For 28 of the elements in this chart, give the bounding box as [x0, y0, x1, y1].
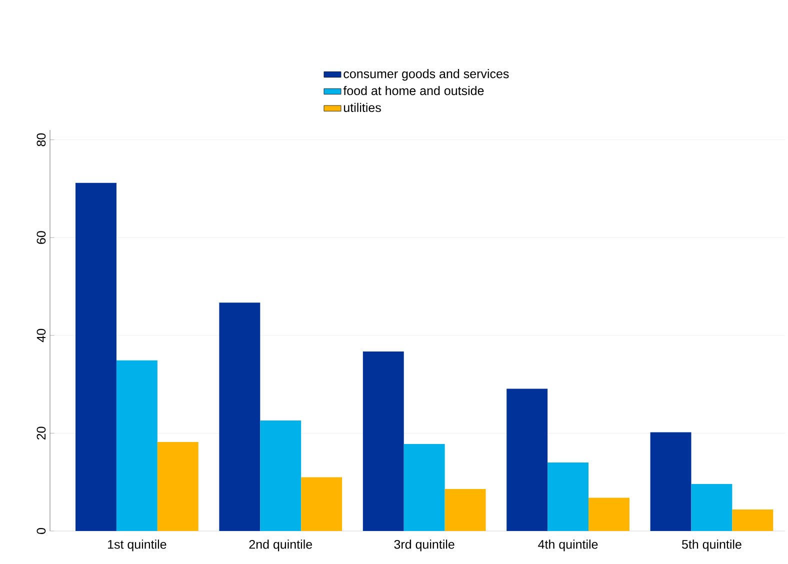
legend-label: utilities [344, 102, 381, 112]
bar [732, 509, 774, 531]
bar [691, 484, 732, 531]
x-tick-label: 1st quintile [108, 540, 166, 552]
y-tick-label: 40 [36, 328, 46, 342]
bar [76, 182, 116, 531]
bar [362, 352, 404, 531]
bar [260, 420, 302, 531]
y-tick-label: 80 [36, 133, 46, 146]
legend-label: food at home and outside [343, 86, 484, 96]
bar [650, 432, 692, 531]
bar [404, 444, 445, 531]
y-tick-label: 0 [36, 528, 46, 534]
bar [444, 488, 486, 531]
x-tick-label: 4th quintile [538, 540, 598, 552]
x-tick-label: 5th quintile [682, 540, 742, 552]
bar [219, 302, 260, 531]
bar [116, 360, 158, 531]
y-tick-label: 60 [36, 231, 46, 244]
bar [506, 388, 548, 531]
x-tick-label: 3rd quintile [394, 540, 454, 552]
x-tick-label: 2nd quintile [249, 540, 312, 552]
bar [548, 462, 589, 531]
bar [588, 498, 630, 531]
y-tick-label: 20 [36, 426, 46, 440]
bar [301, 477, 342, 531]
legend-label: consumer goods and services [344, 69, 509, 81]
bar [157, 442, 198, 531]
